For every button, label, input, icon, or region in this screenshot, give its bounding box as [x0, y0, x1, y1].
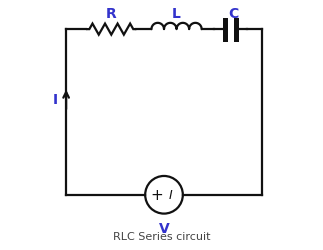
Text: I: I: [52, 93, 57, 107]
Text: I: I: [169, 188, 173, 202]
Text: C: C: [228, 6, 238, 20]
Text: RLC Series circuit: RLC Series circuit: [113, 231, 210, 241]
Text: V: V: [159, 221, 169, 235]
Text: R: R: [106, 6, 117, 20]
Text: L: L: [172, 6, 181, 20]
Text: +: +: [151, 188, 164, 202]
